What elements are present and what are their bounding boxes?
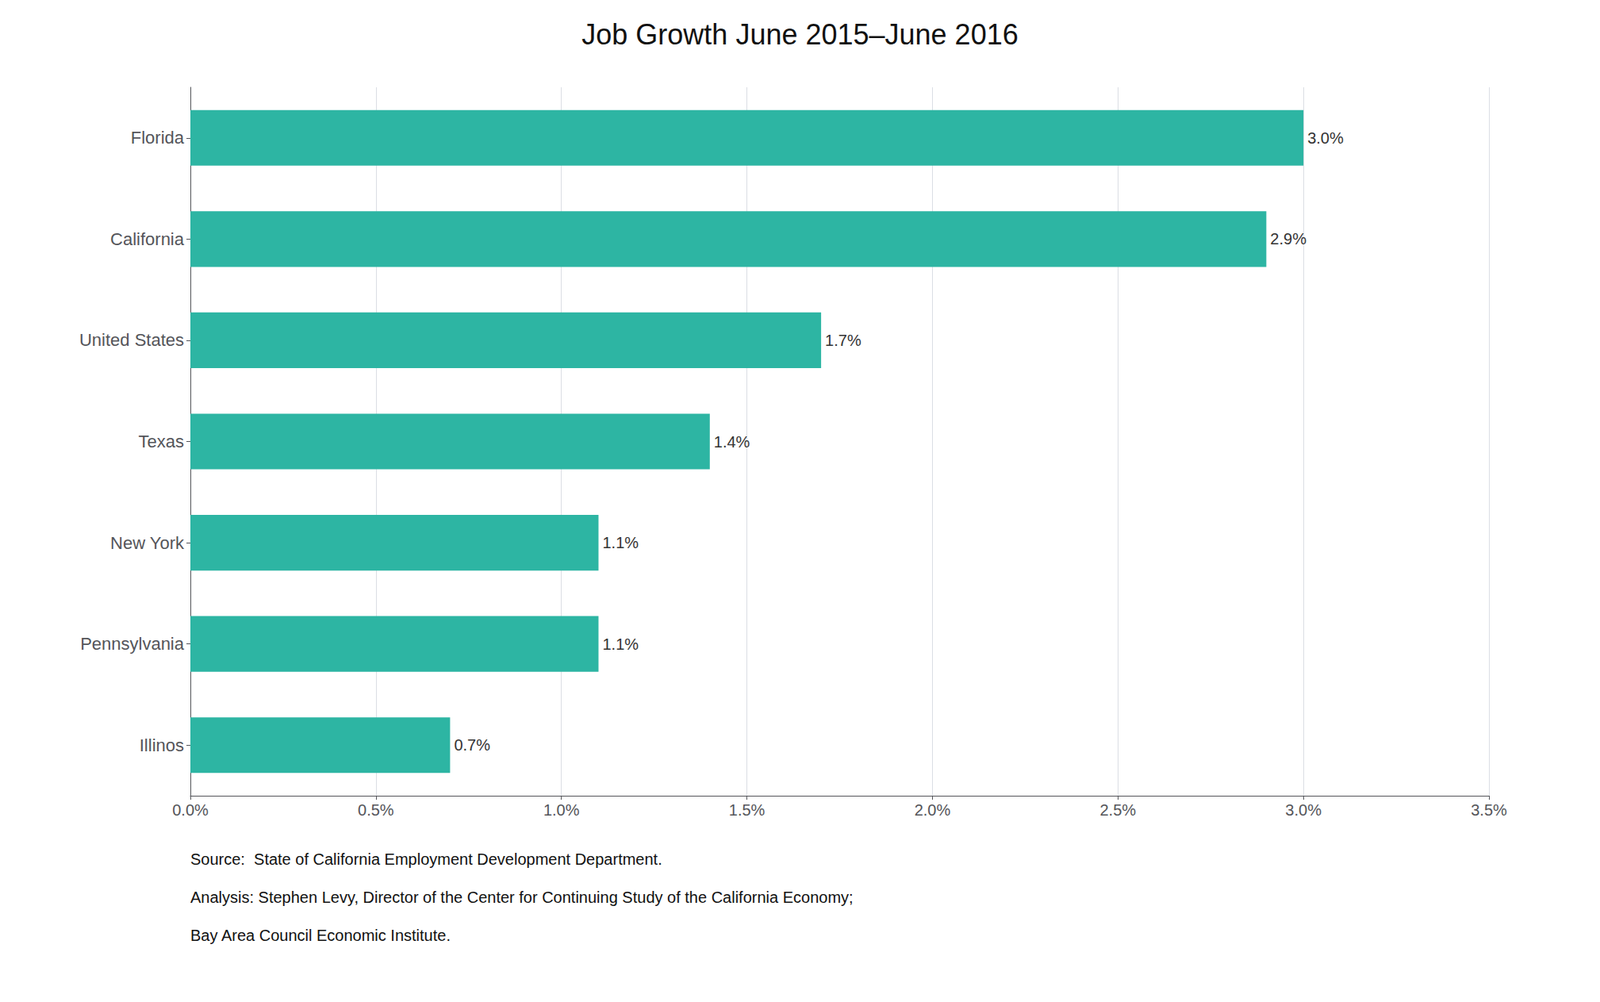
- svg-text:1.1%: 1.1%: [602, 635, 639, 653]
- svg-text:3.0%: 3.0%: [1285, 801, 1322, 819]
- svg-text:California: California: [110, 229, 185, 250]
- svg-text:1.4%: 1.4%: [713, 433, 751, 451]
- svg-text:2.5%: 2.5%: [1099, 801, 1136, 819]
- svg-text:2.9%: 2.9%: [1270, 230, 1307, 248]
- svg-text:0.0%: 0.0%: [172, 801, 209, 819]
- svg-text:1.7%: 1.7%: [824, 331, 862, 350]
- svg-text:United States: United States: [79, 329, 185, 350]
- svg-text:Analysis: Stephen Levy, Direct: Analysis: Stephen Levy, Director of the …: [190, 888, 854, 906]
- svg-text:3.5%: 3.5%: [1470, 801, 1508, 819]
- svg-text:Bay Area Council Economic Inst: Bay Area Council Economic Institute.: [190, 926, 451, 944]
- svg-text:New York: New York: [110, 533, 185, 553]
- svg-text:3.0%: 3.0%: [1307, 129, 1344, 147]
- svg-text:1.0%: 1.0%: [543, 801, 580, 819]
- svg-text:Job Growth June 2015–June 2016: Job Growth June 2015–June 2016: [581, 18, 1018, 51]
- svg-text:1.5%: 1.5%: [729, 801, 766, 819]
- svg-text:Florida: Florida: [130, 127, 185, 148]
- svg-text:0.5%: 0.5%: [357, 801, 395, 819]
- svg-text:Illinos: Illinos: [139, 735, 185, 756]
- svg-text:2.0%: 2.0%: [914, 801, 952, 819]
- svg-text:Texas: Texas: [138, 431, 185, 452]
- svg-text:Pennsylvania: Pennsylvania: [80, 633, 185, 654]
- svg-text:Source: State of California E: Source: State of California Employment D…: [190, 850, 663, 868]
- svg-text:1.1%: 1.1%: [602, 533, 639, 552]
- svg-text:0.7%: 0.7%: [453, 736, 491, 754]
